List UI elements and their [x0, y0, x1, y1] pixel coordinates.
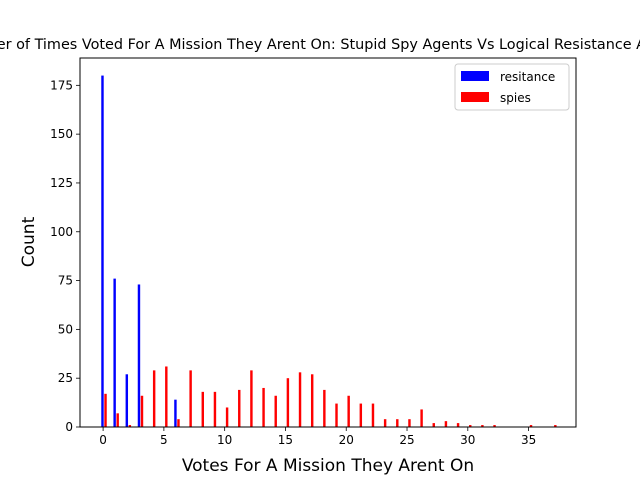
bar-spies-27: [432, 423, 435, 427]
y-axis-label: Count: [19, 216, 39, 267]
bar-spies-4: [152, 370, 156, 427]
chart-title: Number of Times Voted For A Mission They…: [0, 37, 640, 53]
legend: resitance spies: [454, 63, 570, 111]
bar-spies-21: [359, 403, 363, 427]
bar-spies-22: [371, 403, 375, 427]
bar-spies-37: [554, 425, 557, 427]
bar-resitance-3: [137, 284, 141, 427]
bar-spies-17: [310, 374, 314, 427]
legend-swatch-resitance: [461, 71, 489, 81]
bar-spies-10: [225, 407, 229, 427]
bar-spies-31: [481, 425, 484, 427]
bar-resitance-2: [125, 374, 129, 427]
bar-spies-32: [493, 425, 496, 427]
bar-spies-26: [420, 409, 423, 427]
bars-group: [101, 75, 557, 427]
bar-spies-9: [213, 391, 217, 427]
bar-spies-35: [529, 425, 533, 427]
y-tick-label-150: 150: [50, 127, 73, 141]
bar-spies-3: [140, 395, 144, 427]
bar-spies-1: [116, 413, 119, 427]
bar-spies-13: [262, 387, 265, 427]
bar-spies-20: [347, 395, 350, 427]
x-tick-label-20: 20: [339, 433, 354, 447]
y-tick-label-175: 175: [50, 78, 73, 92]
y-tick-label-0: 0: [65, 420, 73, 434]
x-axis-label: Votes For A Mission They Arent On: [182, 456, 474, 476]
x-tick-label-35: 35: [521, 433, 536, 447]
legend-swatch-spies: [461, 92, 489, 102]
bar-resitance-6: [174, 399, 177, 427]
bar-resitance-1: [113, 278, 116, 427]
y-tick-label-50: 50: [58, 322, 73, 336]
x-tick-label-0: 0: [99, 433, 107, 447]
legend-label-spies: spies: [500, 91, 531, 105]
y-tick-label-125: 125: [50, 176, 73, 190]
bar-spies-23: [383, 419, 387, 427]
bar-spies-2: [128, 425, 132, 427]
y-axis: 0 25 50 75 100 125 150 175: [50, 78, 80, 434]
y-tick-label-100: 100: [50, 225, 73, 239]
bar-spies-19: [335, 403, 338, 427]
x-axis: 0 5 10 15 20 25 30 35: [99, 427, 536, 447]
bar-spies-5: [165, 366, 168, 427]
bar-spies-24: [396, 419, 399, 427]
bar-spies-28: [444, 421, 448, 427]
bar-spies-29: [456, 423, 460, 427]
bar-spies-6: [177, 419, 180, 427]
bar-resitance-0: [101, 75, 104, 427]
bar-spies-16: [298, 372, 302, 427]
bar-spies-12: [250, 370, 253, 427]
bar-spies-7: [189, 370, 192, 427]
x-tick-label-30: 30: [460, 433, 475, 447]
bar-spies-8: [201, 391, 204, 427]
bar-spies-15: [286, 378, 290, 427]
x-tick-label-25: 25: [399, 433, 414, 447]
bar-spies-18: [323, 389, 326, 427]
plot-frame: [79, 57, 577, 428]
bar-spies-11: [238, 389, 241, 427]
bar-spies-25: [408, 419, 411, 427]
y-tick-label-25: 25: [58, 371, 73, 385]
x-tick-label-10: 10: [217, 433, 232, 447]
bar-spies-0: [104, 393, 107, 427]
bar-spies-14: [274, 395, 277, 427]
x-tick-label-15: 15: [278, 433, 293, 447]
bar-spies-30: [469, 425, 472, 427]
legend-label-resitance: resitance: [500, 70, 555, 84]
y-tick-label-75: 75: [58, 274, 73, 288]
x-tick-label-5: 5: [160, 433, 168, 447]
